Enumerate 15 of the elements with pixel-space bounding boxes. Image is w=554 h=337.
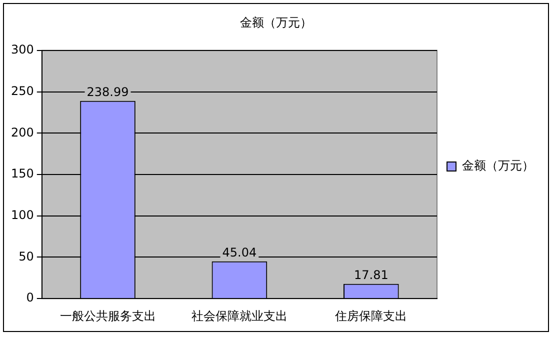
legend-label: 金额（万元） xyxy=(462,158,534,173)
data-label: 45.04 xyxy=(222,245,257,260)
y-tick-label: 200 xyxy=(11,125,34,140)
y-tick-label: 100 xyxy=(11,208,34,222)
y-tick-label: 300 xyxy=(11,42,34,57)
chart-title: 金额（万元） xyxy=(240,15,312,30)
x-tick-label: 住房保障支出 xyxy=(334,308,408,323)
y-tick-label: 150 xyxy=(11,166,34,181)
y-tick-label: 50 xyxy=(18,249,34,264)
y-tick-label: 0 xyxy=(26,290,34,305)
data-label: 17.81 xyxy=(354,268,388,282)
x-tick-label: 社会保障就业支出 xyxy=(191,308,288,323)
data-label: 238.99 xyxy=(86,85,129,99)
x-tick-label: 一般公共服务支出 xyxy=(60,308,156,323)
y-tick-label: 250 xyxy=(11,84,34,98)
